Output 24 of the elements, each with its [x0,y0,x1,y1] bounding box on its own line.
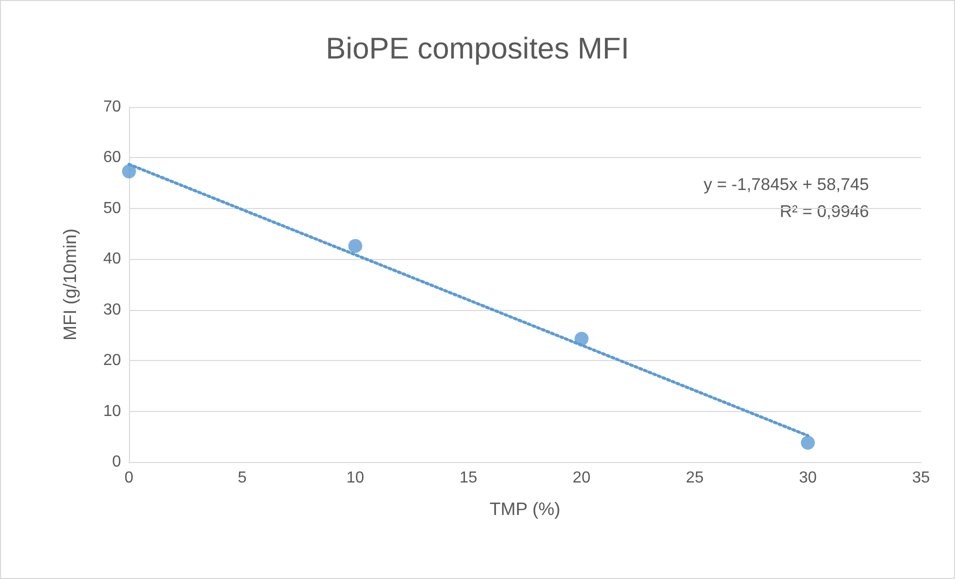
y-tick-label: 10 [103,402,122,420]
y-tick-label: 30 [103,301,122,318]
x-tick-label: 10 [346,470,364,486]
x-tick-label: 15 [460,470,478,486]
point [574,332,589,346]
x-tick-label: 5 [238,470,247,486]
point [348,238,362,253]
chart-title: BioPE composites MFI [326,32,630,66]
x-tick-label: 35 [912,470,930,486]
y-axis-title: MFI (g/10min) [60,228,80,341]
x-tick-label: 20 [572,470,591,486]
annotation: y = -1,7845x + 58,745 [704,175,869,194]
x-tick-label: 25 [686,470,704,486]
x-axis-title: TMP (%) [490,499,560,519]
y-tick-label: 20 [103,352,122,370]
point [122,164,136,178]
y-tick-label: 50 [103,200,122,217]
y-tick-label: 70 [103,98,122,116]
x-tick-label: 30 [798,470,817,486]
y-tick-label: 60 [103,149,122,166]
point [800,436,815,450]
y-tick-label: 0 [112,454,122,470]
y-tick-label: 40 [103,250,122,268]
x-tick-label: 0 [124,470,134,486]
